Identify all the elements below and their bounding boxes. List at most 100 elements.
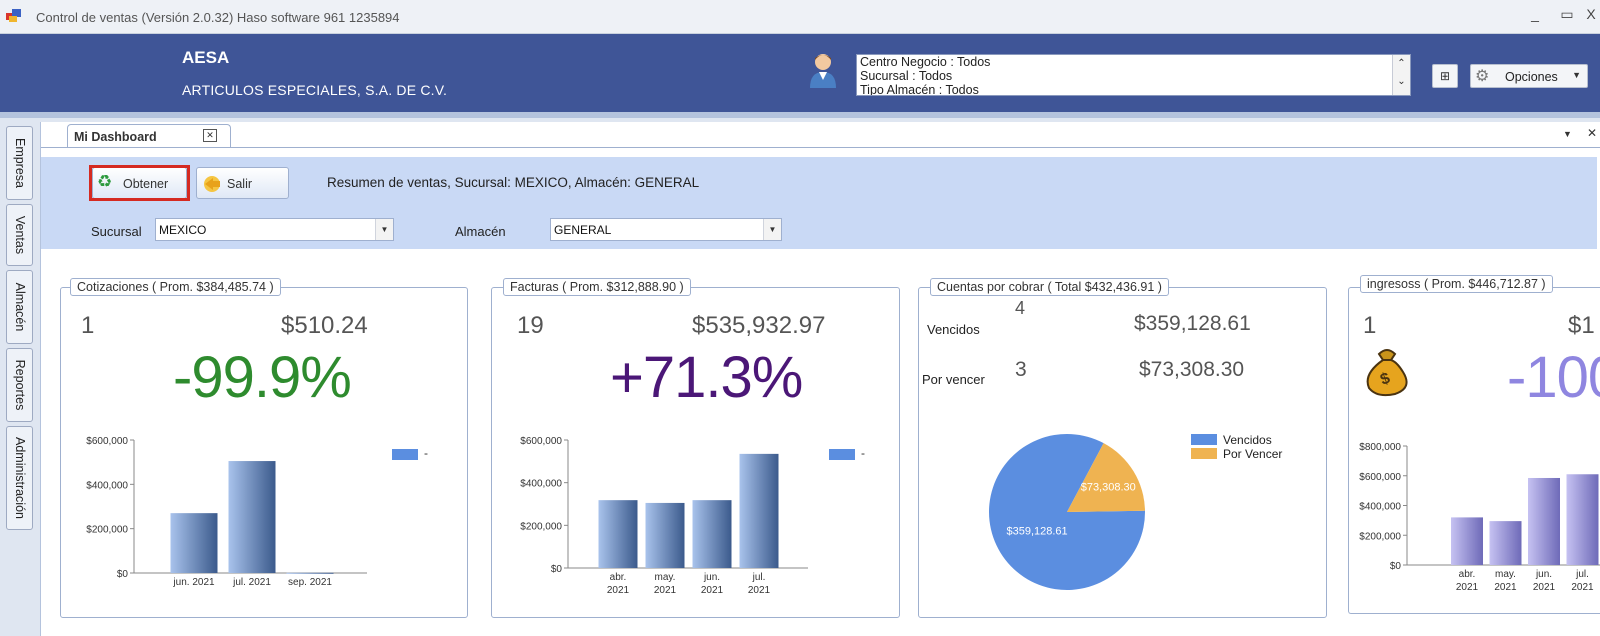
chart-legend-label: - — [424, 446, 428, 460]
options-label: Opciones — [1505, 70, 1558, 84]
cuentas-card: Vencidos 4 $359,128.61 Por vencer 3 $73,… — [918, 287, 1327, 618]
salir-label: Salir — [227, 177, 253, 191]
business-context-list[interactable]: Centro Negocio : Todos Sucursal : Todos … — [856, 54, 1411, 96]
bar — [170, 513, 218, 573]
close-document-icon[interactable]: ✕ — [1587, 126, 1598, 140]
sucursal-select[interactable]: MEXICO ▼ — [155, 218, 394, 241]
sidebar-tab-administracion[interactable]: Administración — [6, 426, 33, 530]
scroll-down-icon[interactable]: ⌄ — [1397, 76, 1406, 87]
bar — [598, 500, 638, 568]
chart-legend-label: - — [861, 446, 865, 460]
options-button[interactable]: ⚙ Opciones ▼ — [1470, 64, 1588, 88]
context-line-sucursal: Sucursal : Todos — [860, 69, 953, 83]
maximize-button[interactable]: ▭ — [1560, 6, 1574, 22]
context-scrollbar[interactable]: ⌃ ⌄ — [1392, 55, 1410, 95]
ingresos-card: 1 $1 $ -100 $0 $200,000 $400,000 $600,000 $8… — [1348, 287, 1600, 614]
x-tick-label: 2021 — [1456, 582, 1479, 593]
almacen-value: GENERAL — [554, 223, 612, 237]
ingresos-amount: $1 — [1568, 312, 1595, 339]
legend-swatch — [1191, 448, 1217, 459]
bar — [1489, 521, 1522, 565]
cotizaciones-card: 1 $510.24 -99.9% - $0 $200,000 $400,000 $60… — [60, 287, 468, 618]
sidebar-tab-empresa[interactable]: Empresa — [6, 126, 33, 200]
ingresos-percent: -100 — [1507, 345, 1600, 410]
sidebar-tab-almacen[interactable]: Almacén — [6, 270, 33, 344]
facturas-amount: $535,932.97 — [692, 312, 826, 339]
tab-mi-dashboard[interactable]: Mi Dashboard ✕ — [67, 124, 231, 148]
window-title: Control de ventas (Versión 2.0.32) Haso … — [36, 10, 400, 25]
money-bag-icon: $ — [1366, 349, 1408, 397]
company-short-name: AESA — [182, 48, 230, 67]
cotizaciones-caption: Cotizaciones ( Prom. $384,485.74 ) — [70, 278, 281, 296]
cotizaciones-bar-chart: $0 $200,000 $400,000 $600,000 jun. 2021 jul. … — [86, 436, 367, 588]
chart-legend-swatch — [829, 449, 855, 460]
x-tick-label: 2021 — [654, 585, 677, 596]
sidebar-tab-label: Empresa — [12, 137, 27, 189]
grid-view-button[interactable]: ⊞ — [1432, 64, 1458, 88]
bar — [1528, 477, 1560, 565]
facturas-card: 19 $535,932.97 +71.3% - $0 $200,000 $400,0… — [491, 287, 900, 618]
vencidos-amount: $359,128.61 — [1134, 312, 1251, 335]
pie-value-label: $359,128.61 — [1006, 525, 1067, 537]
x-tick-label: 2021 — [607, 585, 630, 596]
x-tick-label: jul. — [752, 572, 766, 583]
minimize-button[interactable]: _ — [1531, 6, 1539, 22]
cotizaciones-amount: $510.24 — [281, 312, 368, 339]
user-icon[interactable] — [808, 52, 838, 88]
sucursal-label: Sucursal — [91, 224, 142, 239]
y-tick-label: $400,000 — [520, 479, 562, 490]
sidebar-tab-ventas[interactable]: Ventas — [6, 204, 33, 266]
grid-icon: ⊞ — [1439, 69, 1451, 83]
refresh-icon: ♻ — [97, 172, 113, 191]
sidebar-tab-label: Almacén — [12, 282, 27, 332]
tab-divider — [41, 147, 1600, 148]
facturas-count: 19 — [517, 312, 544, 339]
close-button[interactable]: X — [1586, 6, 1596, 22]
x-tick-label: 2021 — [1571, 582, 1594, 593]
facturas-percent: +71.3% — [610, 345, 803, 410]
x-tick-label: jul. 2021 — [232, 577, 271, 588]
bar — [739, 453, 779, 568]
chevron-down-icon[interactable]: ▼ — [763, 219, 781, 240]
y-tick-label: $0 — [117, 569, 129, 580]
almacen-select[interactable]: GENERAL ▼ — [550, 218, 782, 241]
obtener-label: Obtener — [123, 177, 169, 191]
sidebar-tab-label: Ventas — [12, 215, 27, 255]
cuentas-caption: Cuentas por cobrar ( Total $432,436.91 ) — [930, 278, 1169, 296]
x-tick-label: 2021 — [1494, 582, 1517, 593]
x-tick-label: may. — [655, 572, 676, 583]
y-tick-label: $400,000 — [86, 480, 128, 491]
ingresos-bar-chart: $0 $200,000 $400,000 $600,000 $800,000 abr. 20… — [1359, 442, 1600, 593]
y-tick-label: $0 — [1390, 561, 1402, 572]
scroll-up-icon[interactable]: ⌃ — [1397, 58, 1406, 69]
por-vencer-amount: $73,308.30 — [1139, 358, 1245, 381]
vencidos-count: 4 — [1015, 298, 1026, 318]
legend-swatch — [1191, 434, 1217, 445]
title-bar: Control de ventas (Versión 2.0.32) Haso … — [0, 0, 1600, 34]
x-tick-label: jun. — [703, 572, 720, 583]
app-header: AESA ARTICULOS ESPECIALES, S.A. DE C.V. … — [0, 34, 1600, 112]
salir-button[interactable]: Salir — [196, 167, 289, 199]
ingresos-caption: ingresoss ( Prom. $446,712.87 ) — [1360, 275, 1553, 293]
facturas-bar-chart: $0 $200,000 $400,000 $600,000 abr. 2021 may. 20… — [520, 436, 808, 596]
x-tick-label: abr. — [610, 572, 627, 583]
sidebar-tab-label: Reportes — [12, 359, 27, 411]
tab-list-icon[interactable]: ▼ — [1563, 129, 1572, 139]
context-line-centro: Centro Negocio : Todos — [860, 55, 991, 69]
por-vencer-label: Por vencer — [922, 372, 985, 387]
sidebar-tab-reportes[interactable]: Reportes — [6, 348, 33, 422]
y-tick-label: $600,000 — [86, 436, 128, 447]
facturas-caption: Facturas ( Prom. $312,888.90 ) — [503, 278, 691, 296]
close-tab-icon[interactable]: ✕ — [203, 129, 217, 142]
bar — [228, 461, 276, 573]
app-icon — [6, 9, 21, 22]
chevron-down-icon[interactable]: ▼ — [375, 219, 393, 240]
y-tick-label: $200,000 — [1359, 531, 1401, 542]
por-vencer-count: 3 — [1015, 358, 1027, 381]
y-tick-label: $800,000 — [1359, 442, 1401, 453]
header-strip — [0, 112, 1600, 118]
highlight-outline — [89, 165, 190, 201]
ingresos-count: 1 — [1363, 312, 1377, 339]
bar — [692, 500, 732, 568]
